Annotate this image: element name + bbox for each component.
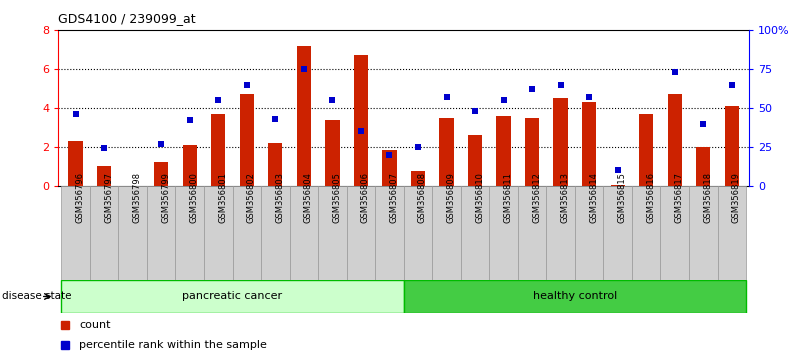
FancyBboxPatch shape [661,186,689,280]
Bar [382,150,396,186]
Bar [639,114,654,186]
Text: GSM356809: GSM356809 [446,172,456,223]
FancyBboxPatch shape [347,186,375,280]
FancyBboxPatch shape [689,186,718,280]
Text: GSM356814: GSM356814 [590,172,598,223]
Text: percentile rank within the sample: percentile rank within the sample [79,340,267,350]
FancyBboxPatch shape [575,186,603,280]
Bar [468,135,482,186]
Text: GSM356805: GSM356805 [332,172,341,223]
Bar [296,46,311,186]
Text: GSM356812: GSM356812 [532,172,541,223]
Bar [582,102,596,186]
Text: GSM356813: GSM356813 [561,172,570,223]
Bar [497,116,511,186]
Bar [325,120,340,186]
FancyBboxPatch shape [375,186,404,280]
Text: GSM356806: GSM356806 [361,172,370,223]
FancyBboxPatch shape [517,186,546,280]
Bar [211,114,225,186]
Text: GSM356808: GSM356808 [418,172,427,223]
Text: GSM356801: GSM356801 [218,172,227,223]
Text: GDS4100 / 239099_at: GDS4100 / 239099_at [58,12,196,25]
FancyBboxPatch shape [318,186,347,280]
FancyBboxPatch shape [62,280,404,313]
FancyBboxPatch shape [119,186,147,280]
FancyBboxPatch shape [433,186,461,280]
FancyBboxPatch shape [62,186,90,280]
FancyBboxPatch shape [603,186,632,280]
FancyBboxPatch shape [632,186,661,280]
Bar [696,147,710,186]
Bar [610,185,625,186]
Bar [440,118,453,186]
FancyBboxPatch shape [404,280,746,313]
Bar [354,56,368,186]
Text: disease state: disease state [2,291,71,302]
Text: GSM356799: GSM356799 [161,172,170,223]
Bar [154,162,168,186]
Text: GSM356797: GSM356797 [104,172,113,223]
Bar [239,95,254,186]
FancyBboxPatch shape [546,186,575,280]
Text: GSM356796: GSM356796 [75,172,85,223]
FancyBboxPatch shape [718,186,746,280]
Bar [525,118,539,186]
Bar [183,145,197,186]
Bar [411,171,425,186]
Text: GSM356810: GSM356810 [475,172,484,223]
FancyBboxPatch shape [290,186,318,280]
Text: GSM356815: GSM356815 [618,172,626,223]
FancyBboxPatch shape [489,186,517,280]
Text: GSM356811: GSM356811 [504,172,513,223]
Bar [68,141,83,186]
Text: GSM356800: GSM356800 [190,172,199,223]
Text: GSM356818: GSM356818 [703,172,712,223]
Text: GSM356816: GSM356816 [646,172,655,223]
Text: healthy control: healthy control [533,291,617,302]
Text: GSM356819: GSM356819 [732,172,741,223]
Bar [725,106,739,186]
FancyBboxPatch shape [461,186,489,280]
FancyBboxPatch shape [261,186,290,280]
Bar [268,143,283,186]
FancyBboxPatch shape [204,186,232,280]
Text: pancreatic cancer: pancreatic cancer [183,291,283,302]
Text: GSM356802: GSM356802 [247,172,256,223]
FancyBboxPatch shape [404,186,433,280]
Text: count: count [79,320,111,330]
Text: GSM356807: GSM356807 [389,172,398,223]
Bar [553,98,568,186]
Bar [667,95,682,186]
Bar [97,166,111,186]
Text: GSM356803: GSM356803 [276,172,284,223]
FancyBboxPatch shape [175,186,204,280]
Text: GSM356817: GSM356817 [674,172,684,223]
FancyBboxPatch shape [90,186,119,280]
Text: GSM356798: GSM356798 [133,172,142,223]
FancyBboxPatch shape [232,186,261,280]
Text: GSM356804: GSM356804 [304,172,313,223]
FancyBboxPatch shape [147,186,175,280]
